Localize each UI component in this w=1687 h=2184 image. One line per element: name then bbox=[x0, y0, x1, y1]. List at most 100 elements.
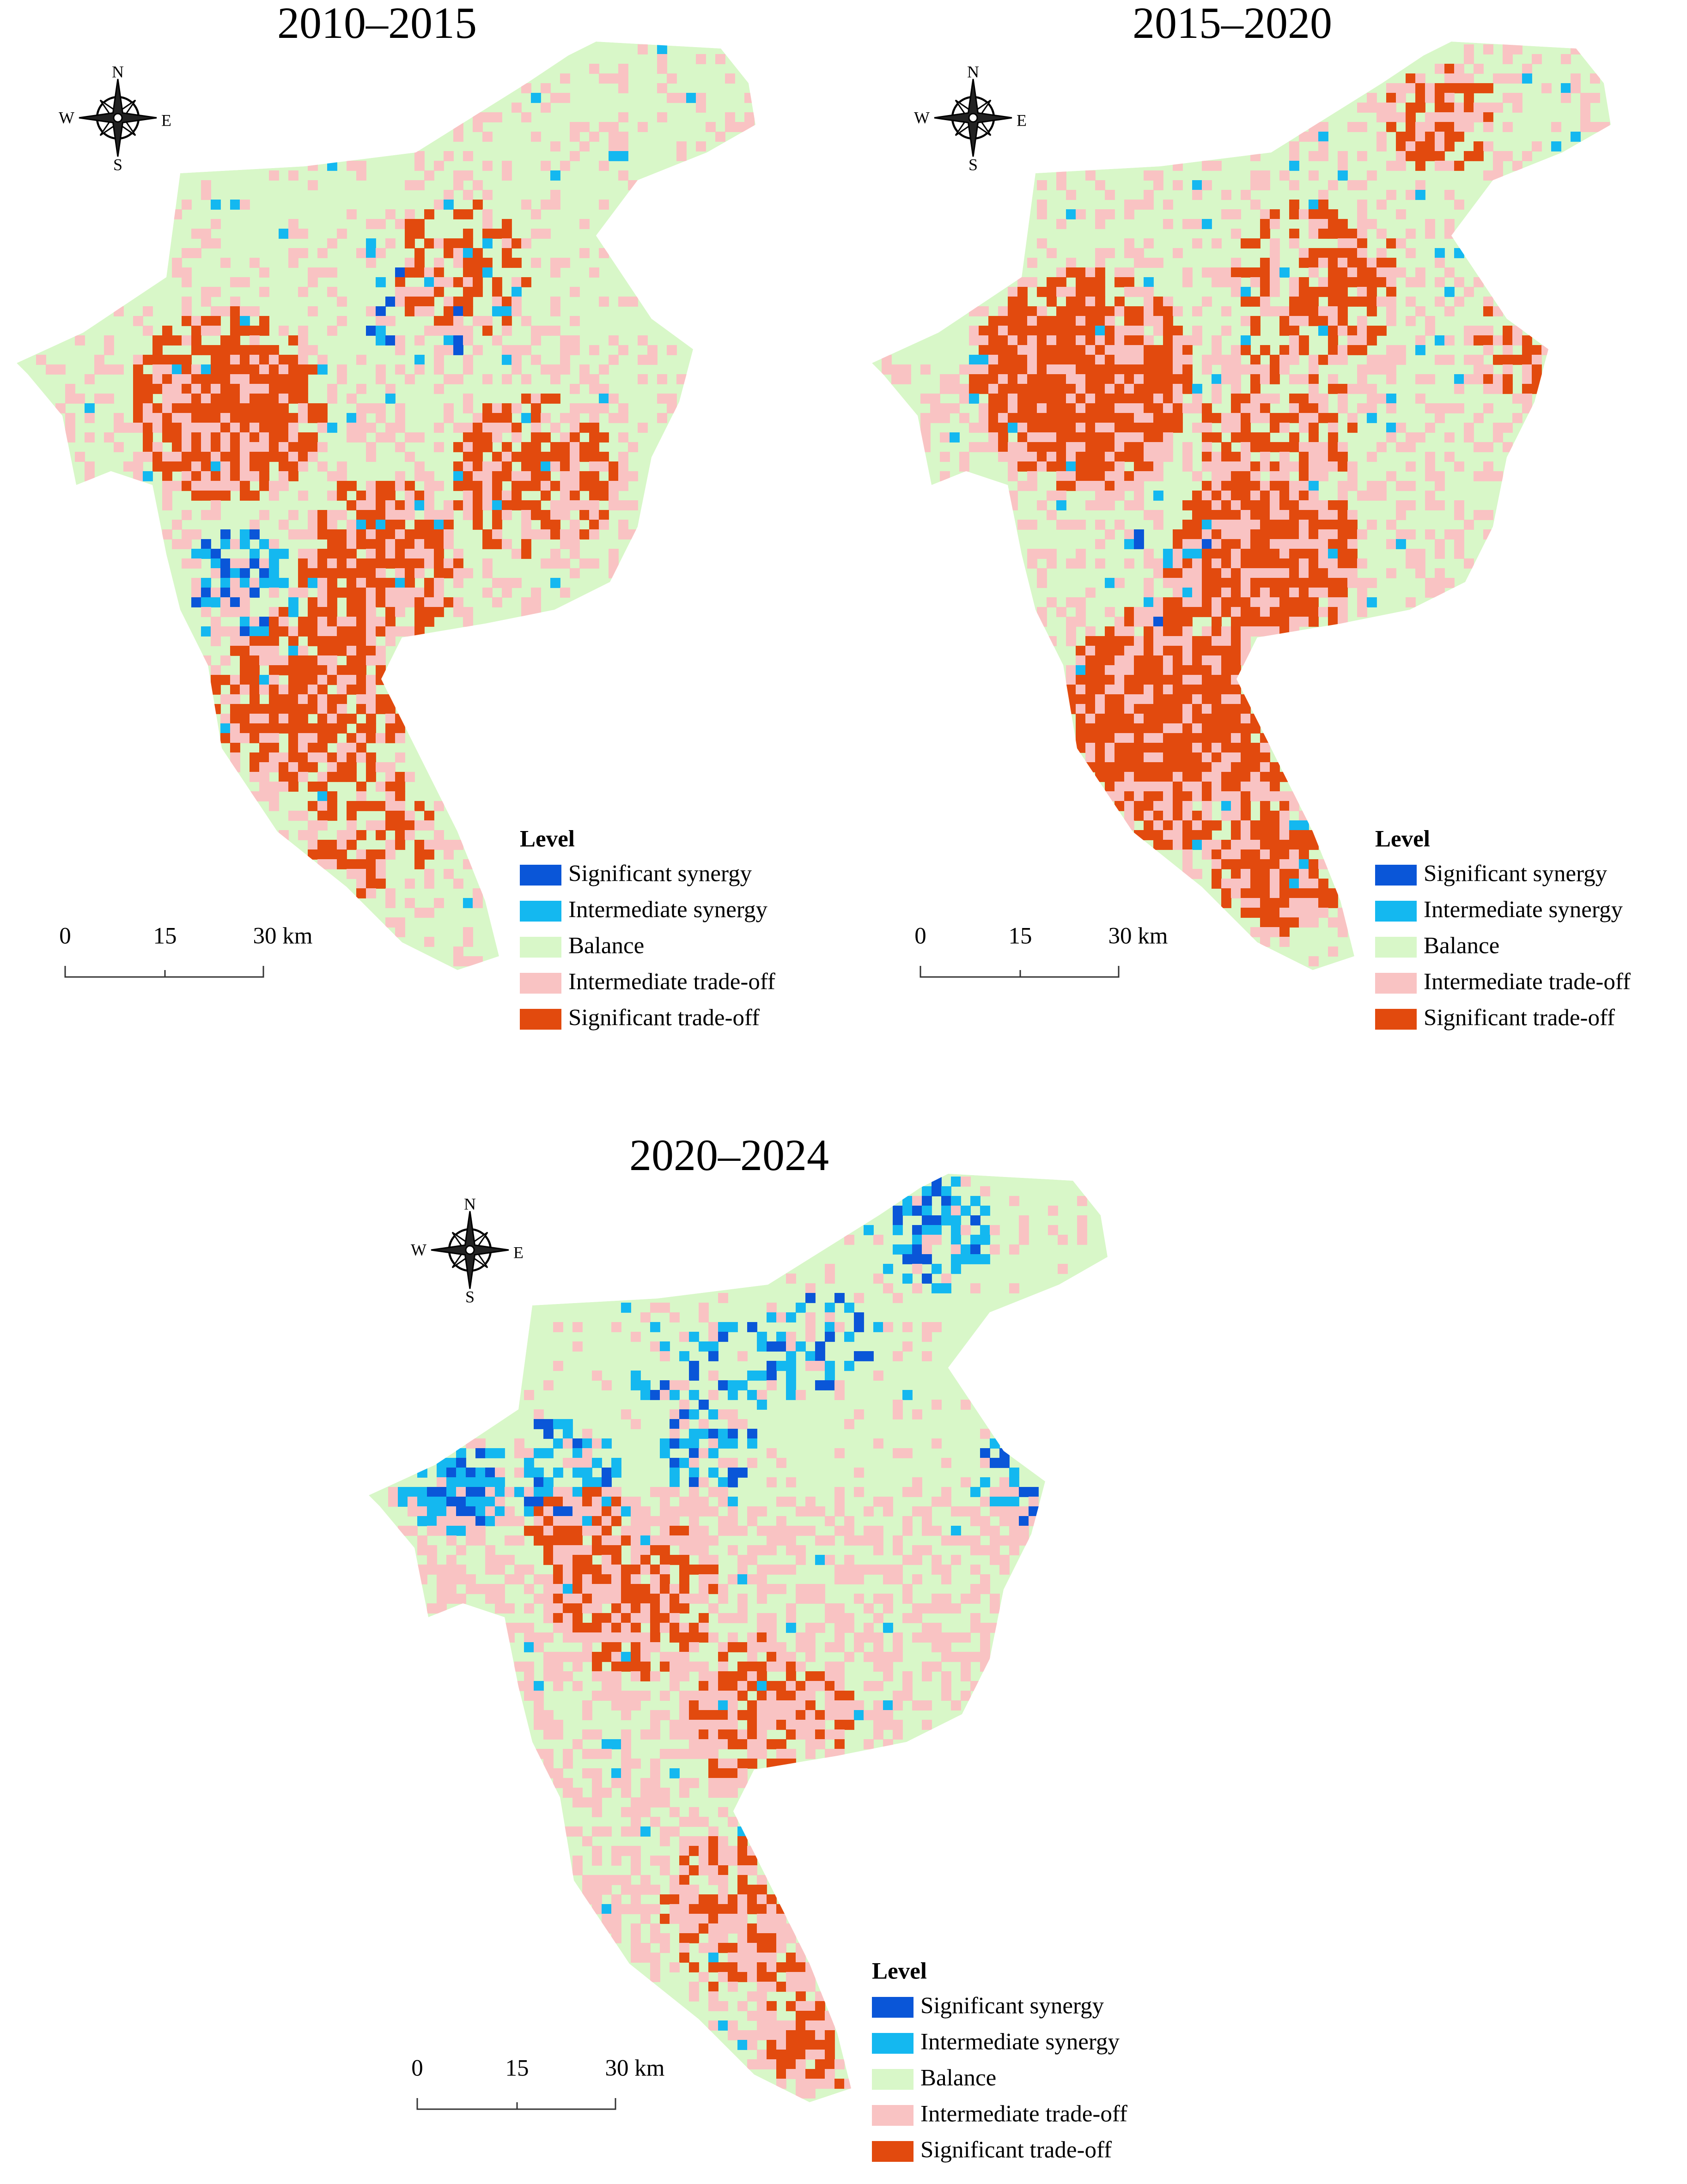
map-cell bbox=[1202, 558, 1212, 569]
map-cell bbox=[650, 1565, 660, 1575]
map-cell bbox=[1173, 655, 1183, 666]
map-cell bbox=[1241, 782, 1251, 792]
map-cell bbox=[1173, 423, 1183, 433]
map-cell bbox=[1532, 374, 1542, 384]
map-cell bbox=[1270, 869, 1280, 879]
map-cell bbox=[572, 1555, 583, 1565]
map-cell bbox=[718, 1691, 728, 1701]
map-cell bbox=[1425, 112, 1435, 122]
map-cell bbox=[570, 345, 580, 355]
map-cell bbox=[417, 1545, 427, 1555]
map-cell bbox=[424, 578, 434, 588]
map-cell bbox=[1192, 588, 1202, 598]
map-cell bbox=[327, 811, 337, 821]
map-cell bbox=[444, 306, 454, 316]
map-cell bbox=[347, 394, 357, 404]
map-cell bbox=[1009, 1526, 1019, 1536]
map-cell bbox=[463, 229, 473, 239]
map-cell bbox=[553, 1516, 563, 1526]
map-cell bbox=[969, 423, 979, 433]
map-cell bbox=[317, 267, 328, 278]
map-cell bbox=[414, 267, 425, 278]
map-cell bbox=[1250, 820, 1261, 831]
map-cell bbox=[1144, 723, 1154, 734]
map-cell bbox=[815, 1535, 825, 1546]
map-cell bbox=[1357, 209, 1367, 219]
map-cell bbox=[1056, 364, 1066, 375]
map-cell bbox=[1241, 335, 1251, 346]
map-cell bbox=[1056, 500, 1066, 510]
map-cell bbox=[1066, 364, 1076, 375]
map-cell bbox=[211, 500, 221, 510]
map-cell bbox=[1318, 879, 1328, 889]
map-cell bbox=[1182, 791, 1193, 801]
map-cell bbox=[191, 491, 201, 501]
map-cell bbox=[1202, 820, 1212, 831]
map-cell bbox=[317, 423, 328, 433]
map-cell bbox=[815, 1720, 825, 1730]
map-cell bbox=[1318, 258, 1328, 268]
map-cell bbox=[1221, 607, 1231, 617]
map-cell bbox=[621, 1565, 631, 1575]
map-cell bbox=[786, 1652, 796, 1662]
map-cell bbox=[1241, 423, 1251, 433]
map-cell bbox=[1241, 568, 1251, 578]
map-cell bbox=[250, 675, 260, 685]
map-cell bbox=[356, 859, 366, 869]
map-cell bbox=[65, 423, 75, 433]
map-cell bbox=[434, 345, 444, 355]
map-cell bbox=[1017, 403, 1028, 413]
map-cell bbox=[1260, 588, 1270, 598]
map-cell bbox=[347, 588, 357, 598]
map-cell bbox=[279, 442, 289, 452]
map-cell bbox=[1085, 461, 1096, 472]
map-cell bbox=[317, 811, 328, 821]
map-cell bbox=[1289, 141, 1299, 152]
map-cell bbox=[602, 1380, 612, 1390]
map-cell bbox=[1250, 549, 1261, 559]
map-cell bbox=[1435, 151, 1445, 161]
map-cell bbox=[543, 1632, 554, 1643]
map-cell bbox=[1279, 588, 1290, 598]
map-cell bbox=[1076, 306, 1086, 316]
map-cell bbox=[414, 529, 425, 540]
map-cell bbox=[1173, 578, 1183, 588]
map-cell bbox=[1260, 180, 1270, 190]
map-cell bbox=[172, 432, 182, 443]
map-cell bbox=[1144, 617, 1154, 627]
map-cell bbox=[220, 568, 231, 578]
map-cell bbox=[979, 345, 989, 355]
map-cell bbox=[512, 355, 522, 365]
map-cell bbox=[1435, 403, 1445, 413]
map-cell bbox=[298, 714, 308, 724]
map-cell bbox=[347, 655, 357, 666]
map-cell bbox=[805, 1671, 816, 1681]
map-cell bbox=[1512, 394, 1523, 404]
map-cell bbox=[1066, 626, 1076, 637]
map-cell bbox=[1134, 762, 1144, 772]
map-cell bbox=[172, 355, 182, 365]
map-cell bbox=[609, 132, 619, 142]
map-cell bbox=[1144, 452, 1154, 462]
map-cell bbox=[1347, 549, 1358, 559]
map-cell bbox=[1017, 297, 1028, 307]
map-cell bbox=[728, 1438, 738, 1449]
map-cell bbox=[737, 1729, 748, 1740]
map-cell bbox=[1105, 714, 1115, 724]
map-cell bbox=[444, 510, 454, 520]
map-cell bbox=[1454, 200, 1464, 210]
map-cell bbox=[660, 1526, 670, 1536]
map-cell bbox=[1202, 840, 1212, 850]
map-cell bbox=[1047, 355, 1057, 365]
map-cell bbox=[1289, 442, 1299, 452]
map-cell bbox=[611, 1594, 621, 1604]
map-cell bbox=[327, 267, 337, 278]
map-cell bbox=[1163, 685, 1173, 695]
map-cell bbox=[1318, 549, 1328, 559]
map-cell bbox=[969, 442, 979, 452]
map-cell bbox=[211, 558, 221, 569]
map-cell bbox=[133, 355, 143, 365]
map-cell bbox=[395, 510, 405, 520]
map-cell bbox=[1260, 403, 1270, 413]
map-cell bbox=[453, 306, 463, 316]
